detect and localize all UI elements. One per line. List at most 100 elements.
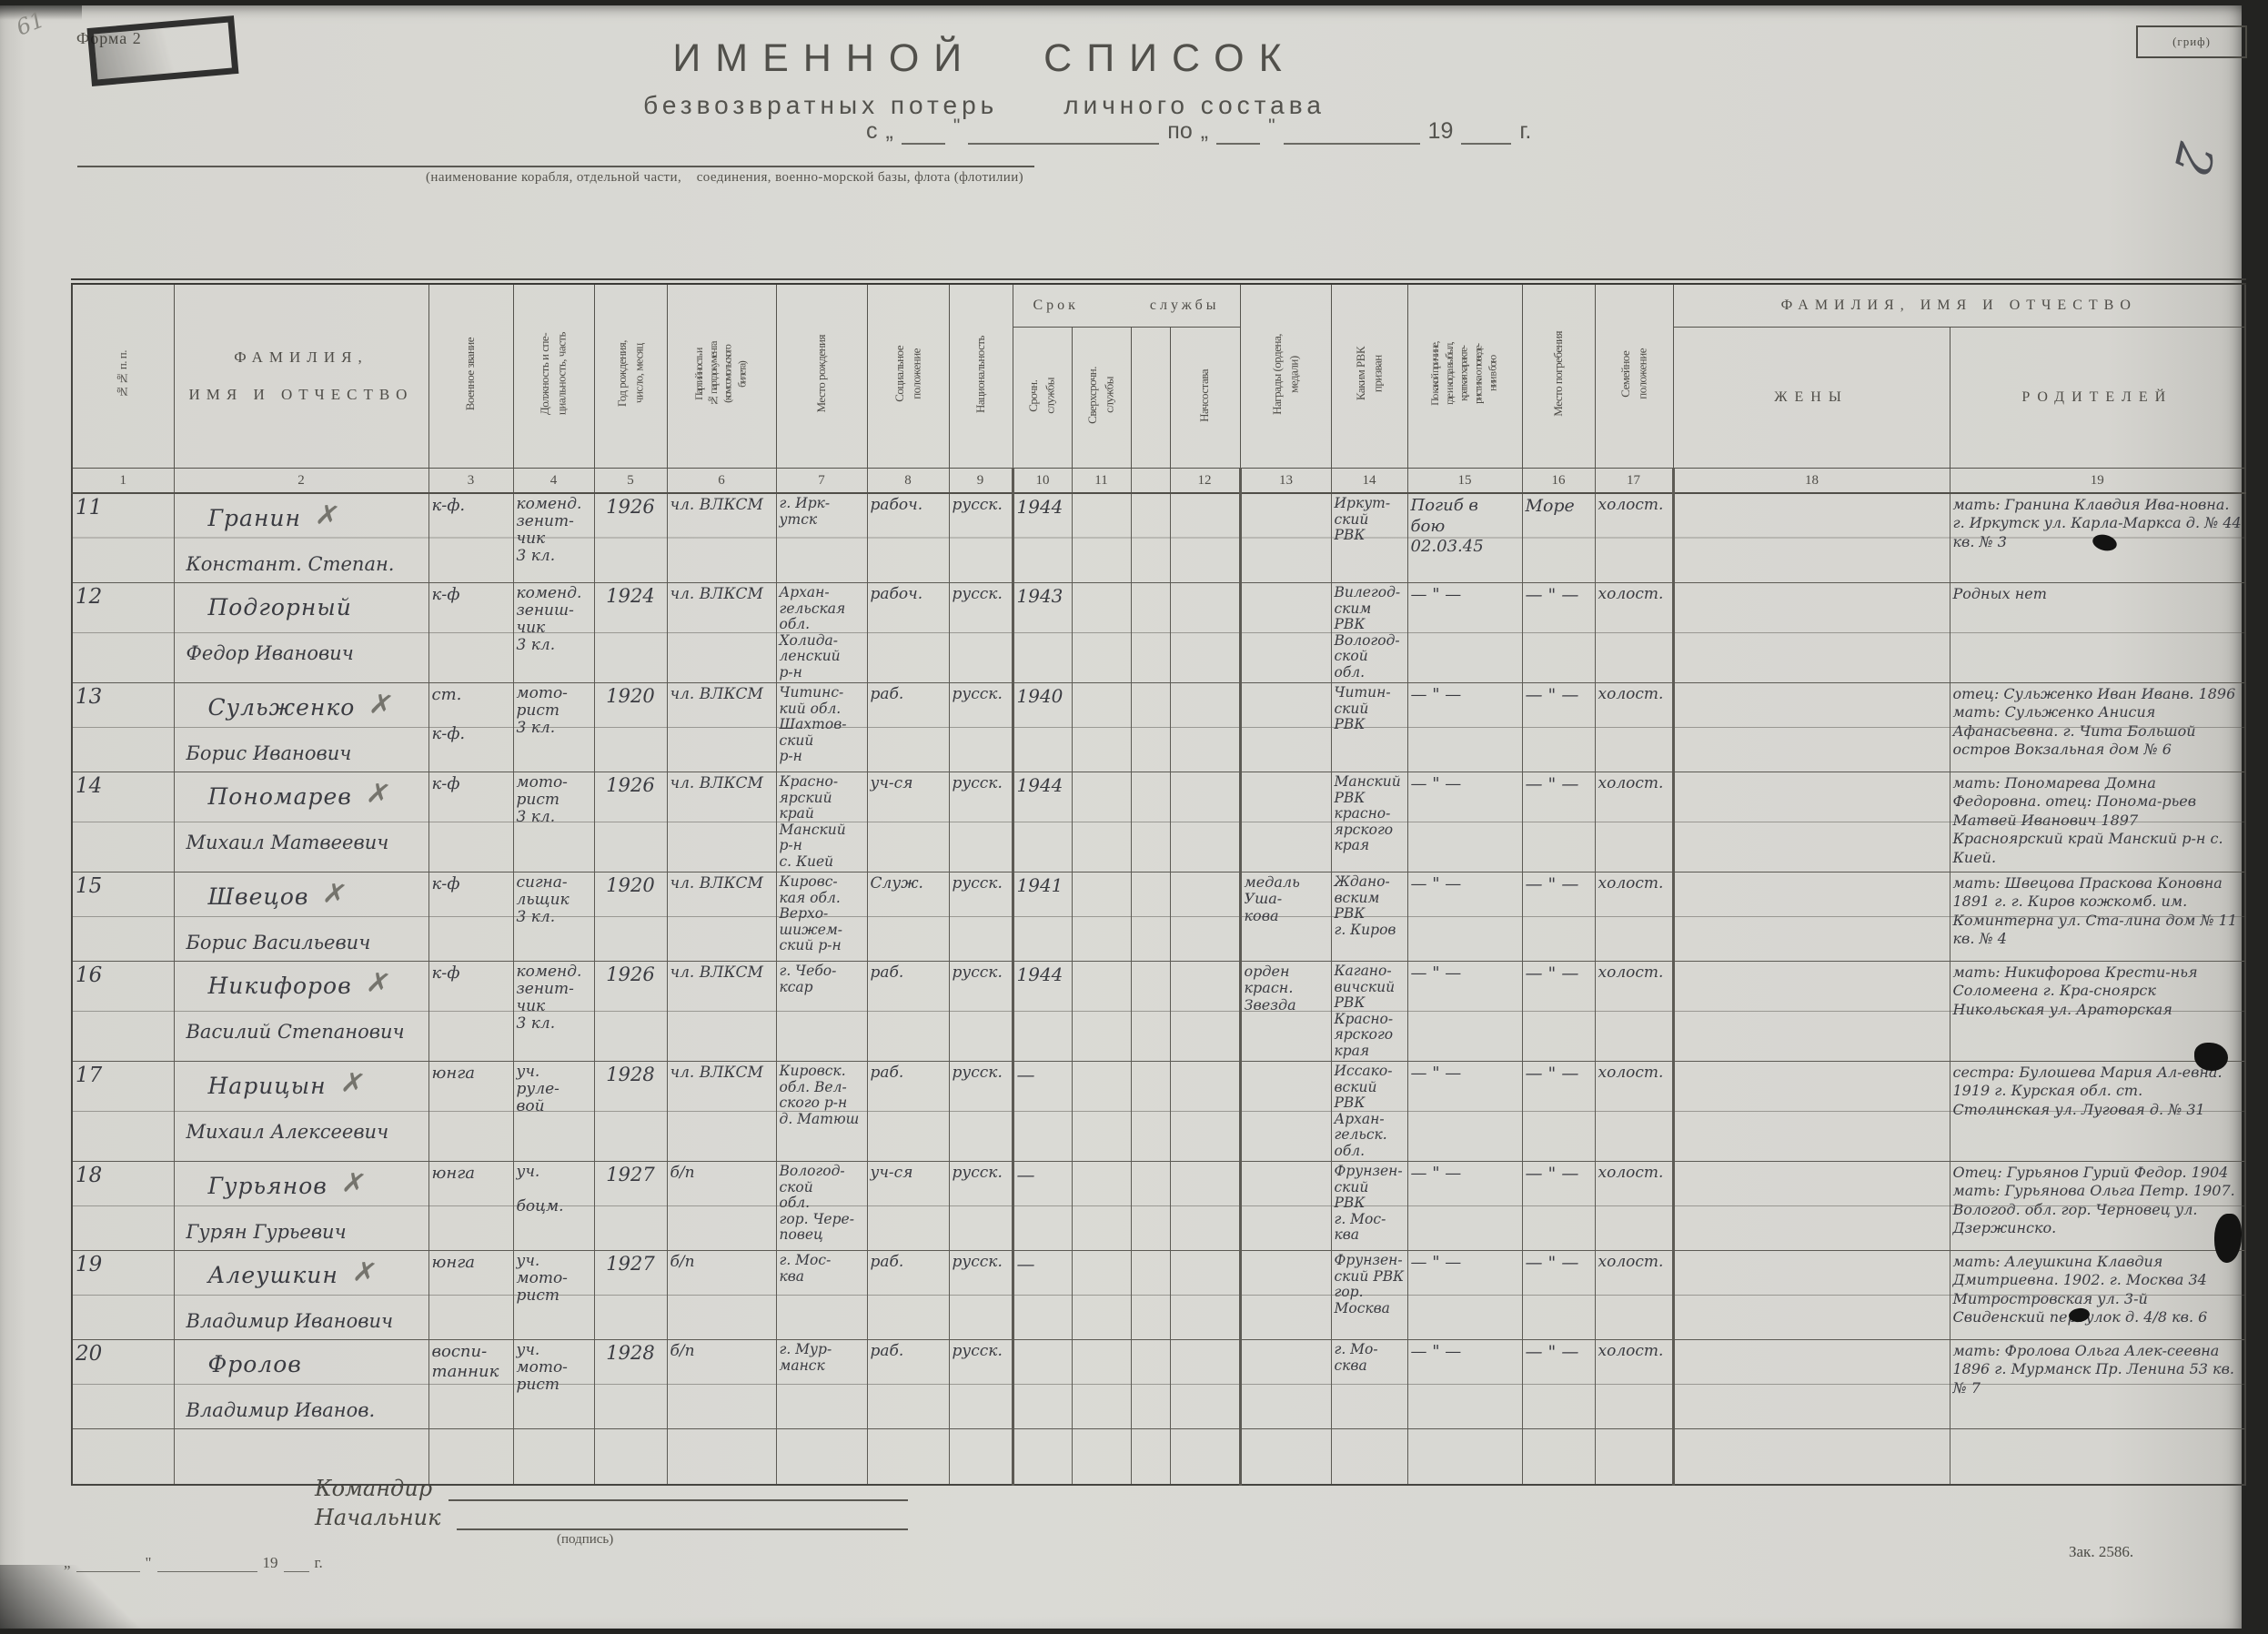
cell-birth-year: 1924 <box>593 582 668 683</box>
cell-birthplace: г. Ирк- утск <box>775 492 868 583</box>
cell-social-position: раб. <box>866 1061 950 1162</box>
header-duty: Должность и спе- циальность, часть <box>512 281 595 469</box>
print-order-number: Зак. 2586. <box>2069 1543 2134 1560</box>
empty-table-row <box>71 1428 2246 1486</box>
close-quote: " <box>1268 116 1275 136</box>
col-number: 5 <box>593 468 668 494</box>
cell-service-year: 1944 <box>1011 772 1073 872</box>
cell-birthplace: г. Мур- манск <box>775 1339 868 1429</box>
col-number: 13 <box>1238 468 1332 494</box>
cell-extended-service <box>1071 682 1132 772</box>
close-quote: " <box>953 116 961 136</box>
cell-parents: мать: Фролова Ольга Алек-сеевна 1896 г. … <box>1949 1339 2246 1429</box>
cell-duty: мото- рист 3 кл. <box>512 772 595 872</box>
bottom-date-line: „ " 19 г. <box>64 1554 323 1572</box>
grif-label: (гриф) <box>2172 35 2211 48</box>
cell-birth-year: 1927 <box>593 1250 668 1340</box>
cell-fio: Фролов Владимир Иванов. <box>173 1339 429 1429</box>
cell-officer-service <box>1169 1061 1241 1162</box>
header-cause: По какой причине, где и когда выбыл, кра… <box>1406 281 1523 469</box>
cell-burial-place: — " — <box>1521 1161 1596 1251</box>
cell-burial-place: — " — <box>1521 1339 1596 1429</box>
date-from-label: с <box>866 118 878 144</box>
header-rvk: Каким РВК призван <box>1330 281 1408 469</box>
cell-row-number: 16 <box>71 961 175 1062</box>
cell-strip <box>1130 1339 1171 1429</box>
cell-burial-place: — " — <box>1521 1061 1596 1162</box>
cell-nationality: русск. <box>948 872 1013 962</box>
header-party: Партийность и № партдокумента (комсомоль… <box>666 281 777 469</box>
col-number: 8 <box>866 468 950 494</box>
cell-awards <box>1238 582 1332 683</box>
cell-cause-of-loss: — " — <box>1406 772 1523 872</box>
cell-wife <box>1671 492 1950 583</box>
cell-rank: ст. к-ф. <box>428 682 514 772</box>
cell-parents: Отец: Гурьянов Гурий Федор. 1904 мать: Г… <box>1949 1161 2246 1251</box>
scanned-document-page: 6 1 Форма 2 (гриф) 2 ИМЕННОЙ СПИСОК безво… <box>0 5 2247 1629</box>
document-title: ИМЕННОЙ СПИСОК <box>672 36 1296 80</box>
cell-cause-of-loss: — " — <box>1406 582 1523 683</box>
pencil-check-mark: ✗ <box>320 876 350 913</box>
cell-birth-year: 1920 <box>593 682 668 772</box>
cell-service-year <box>1011 1339 1073 1429</box>
signature-blank-line <box>457 1505 908 1530</box>
cell-birth-year: 1926 <box>593 492 668 583</box>
header-social: Социальное положение <box>866 281 950 469</box>
cell-party: чл. ВЛКСМ <box>666 961 777 1062</box>
cell-parents: сестра: Булошева Мария Ал-евна. 1919 г. … <box>1949 1061 2246 1162</box>
document-subtitle: безвозвратных потерь личного состава <box>0 91 1969 120</box>
given-name: Борис Иванович <box>186 742 352 764</box>
cell-duty: коменд. зениш- чик 3 кл. <box>512 582 595 683</box>
cell-party: б/п <box>666 1250 777 1340</box>
grif-box: (гриф) <box>2136 25 2247 58</box>
header-family: Семейное положение <box>1594 281 1674 469</box>
cell-birthplace: Вологод- ской обл. гор. Чере- повец <box>775 1161 868 1251</box>
cell-rvk: Ждано- вским РВК г. Киров <box>1330 872 1408 962</box>
cell-rank: к-ф <box>428 872 514 962</box>
col-number: 14 <box>1330 468 1408 494</box>
table-row: 13 Сульженко ✗ Борис Иванович ст. к-ф. м… <box>71 682 2246 772</box>
cell-burial-place: — " — <box>1521 772 1596 872</box>
cell-birth-year: 1928 <box>593 1061 668 1162</box>
cell-service-year: 1940 <box>1011 682 1073 772</box>
cell-extended-service <box>1071 1161 1132 1251</box>
col-number: 9 <box>948 468 1013 494</box>
cell-duty: мото- рист 3 кл. <box>512 682 595 772</box>
commander-label: Командир <box>315 1476 433 1501</box>
cell-cause-of-loss: — " — <box>1406 1339 1523 1429</box>
header-service-term-group: Срок службы <box>1012 281 1241 328</box>
cell-parents: мать: Гранина Клавдия Ива-новна. г. Ирку… <box>1949 492 2246 583</box>
cell-wife <box>1671 582 1950 683</box>
table-row: 18 Гурьянов ✗ Гурян Гурьевич юнга уч. бо… <box>71 1161 2246 1251</box>
surname: Фролов <box>207 1351 302 1377</box>
cell-family-status: холост. <box>1594 772 1674 872</box>
cell-extended-service <box>1071 772 1132 872</box>
cell-cause-of-loss: — " — <box>1406 872 1523 962</box>
cell-party: чл. ВЛКСМ <box>666 582 777 683</box>
cell-parents: мать: Алеушкина Клавдия Дмитриевна. 1902… <box>1949 1250 2246 1340</box>
cell-rank: воспи- танник <box>428 1339 514 1429</box>
pencil-check-mark: ✗ <box>364 776 393 812</box>
cell-burial-place: — " — <box>1521 682 1596 772</box>
cell-officer-service <box>1169 961 1241 1062</box>
given-name: Михаил Матвеевич <box>186 832 389 853</box>
header-officer-service: Начсостава <box>1169 327 1241 469</box>
cell-birth-year: 1927 <box>593 1161 668 1251</box>
col-number: 12 <box>1169 468 1241 494</box>
cell-family-status: холост. <box>1594 1161 1674 1251</box>
cell-rvk: Фрунзен- ский РВК г. Мос- ква <box>1330 1161 1408 1251</box>
cell-rank: к-ф <box>428 582 514 683</box>
cell-fio: Пономарев ✗ Михаил Матвеевич <box>173 772 429 872</box>
given-name: Борис Васильевич <box>186 932 371 953</box>
cell-birth-year: 1928 <box>593 1339 668 1429</box>
cell-social-position: раб. <box>866 682 950 772</box>
cell-service-year: 1944 <box>1011 492 1073 583</box>
paper-hole-spot <box>2214 1214 2242 1263</box>
pencil-check-mark: ✗ <box>367 687 397 723</box>
cell-parents: мать: Никифорова Крести-нья Соломеена г.… <box>1949 961 2246 1062</box>
header-relatives-group: ФАМИЛИЯ, ИМЯ И ОТЧЕСТВО <box>1672 281 2246 328</box>
cell-party: б/п <box>666 1339 777 1429</box>
cell-social-position: рабоч. <box>866 492 950 583</box>
cell-rvk: Фрунзен- ский РВК гор. Москва <box>1330 1250 1408 1340</box>
cell-parents: мать: Швецова Праскова Коновна 1891 г. г… <box>1949 872 2246 962</box>
